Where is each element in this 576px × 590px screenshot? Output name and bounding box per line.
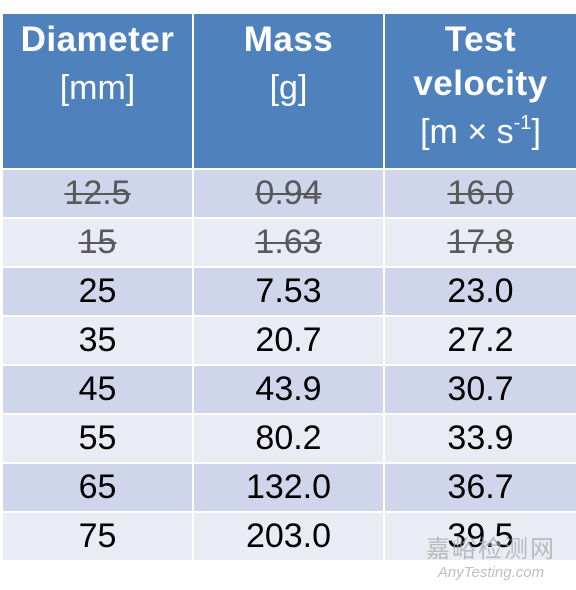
table-row: 75 203.0 39.5 bbox=[1, 511, 576, 562]
hail-size-table: Diameter [mm] Mass [g] Test velocity [m … bbox=[1, 12, 576, 562]
header-velocity-unit-prefix: [m × s bbox=[420, 113, 514, 151]
cell-velocity: 36.7 bbox=[383, 462, 576, 513]
table-body: 12.5 0.94 16.0 15 1.63 17.8 25 7.53 23.0 35 20.7 27… bbox=[1, 168, 576, 562]
cell-mass: 203.0 bbox=[192, 511, 385, 562]
cell-velocity: 33.9 bbox=[383, 413, 576, 464]
table-row: 25 7.53 23.0 bbox=[1, 266, 576, 317]
cell-mass: 132.0 bbox=[192, 462, 385, 513]
cell-mass: 7.53 bbox=[192, 266, 385, 317]
header-velocity-title: Test velocity bbox=[413, 20, 548, 103]
header-velocity-unit: [m × s-1] bbox=[387, 106, 574, 158]
header-velocity-unit-suffix: ] bbox=[531, 113, 541, 151]
watermark-en: AnyTesting.com bbox=[437, 564, 545, 581]
cell-mass: 43.9 bbox=[192, 364, 385, 415]
table-row: 45 43.9 30.7 bbox=[1, 364, 576, 415]
cell-diameter: 12.5 bbox=[1, 168, 194, 219]
cell-diameter: 45 bbox=[1, 364, 194, 415]
cell-velocity: 30.7 bbox=[383, 364, 576, 415]
header-diameter: Diameter [mm] bbox=[1, 12, 194, 170]
cell-velocity: 23.0 bbox=[383, 266, 576, 317]
cell-diameter: 15 bbox=[1, 217, 194, 268]
table-row: 12.5 0.94 16.0 bbox=[1, 168, 576, 219]
header-velocity: Test velocity [m × s-1] bbox=[383, 12, 576, 170]
cell-mass: 1.63 bbox=[192, 217, 385, 268]
cell-mass: 20.7 bbox=[192, 315, 385, 366]
cell-diameter: 25 bbox=[1, 266, 194, 317]
cell-mass: 0.94 bbox=[192, 168, 385, 219]
header-diameter-title: Diameter bbox=[20, 20, 175, 59]
table-row: 65 132.0 36.7 bbox=[1, 462, 576, 513]
header-velocity-unit-sup: -1 bbox=[513, 112, 532, 134]
cell-diameter: 35 bbox=[1, 315, 194, 366]
header-mass-unit: [g] bbox=[269, 69, 308, 107]
cell-velocity: 39.5 bbox=[383, 511, 576, 562]
cell-diameter: 75 bbox=[1, 511, 194, 562]
header-mass-title: Mass bbox=[243, 20, 334, 59]
cell-velocity: 17.8 bbox=[383, 217, 576, 268]
table-row: 15 1.63 17.8 bbox=[1, 217, 576, 268]
cell-velocity: 16.0 bbox=[383, 168, 576, 219]
table-row: 55 80.2 33.9 bbox=[1, 413, 576, 464]
cell-velocity: 27.2 bbox=[383, 315, 576, 366]
cell-mass: 80.2 bbox=[192, 413, 385, 464]
header-diameter-unit: [mm] bbox=[59, 69, 136, 107]
table-header-row: Diameter [mm] Mass [g] Test velocity [m … bbox=[1, 12, 576, 170]
cell-diameter: 55 bbox=[1, 413, 194, 464]
cell-diameter: 65 bbox=[1, 462, 194, 513]
header-mass: Mass [g] bbox=[192, 12, 385, 170]
table-row: 35 20.7 27.2 bbox=[1, 315, 576, 366]
